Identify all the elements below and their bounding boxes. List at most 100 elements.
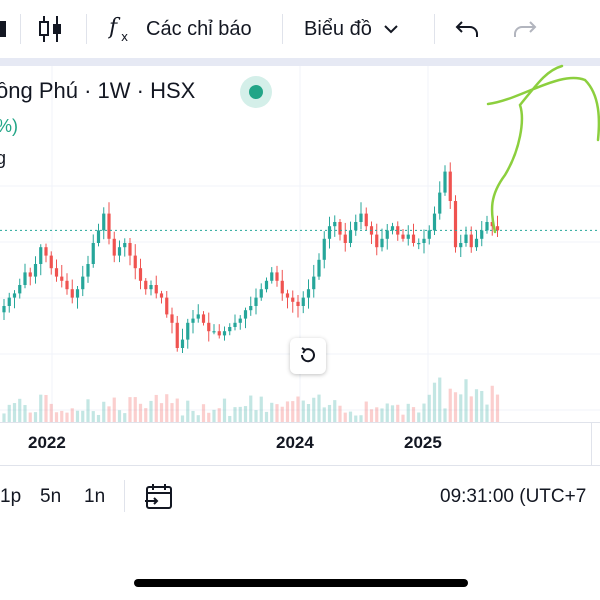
candle-body — [480, 230, 484, 239]
volume-bar — [390, 405, 395, 422]
volume-bar — [39, 394, 43, 422]
volume-bar — [123, 413, 127, 422]
candle-body — [417, 243, 421, 245]
function-icon: f x — [108, 14, 134, 44]
candle-body — [149, 285, 153, 290]
candle-body — [75, 289, 80, 298]
price-scale-edge — [591, 423, 592, 465]
volume-bar — [312, 397, 316, 422]
candle-body — [438, 192, 442, 214]
candle-body — [348, 230, 353, 243]
candle-body — [44, 247, 48, 256]
volume-bar — [159, 403, 164, 422]
candle-body — [12, 293, 17, 298]
candle-body — [264, 280, 269, 290]
candle-body — [401, 234, 405, 239]
candle-body — [285, 293, 290, 298]
toolbar-divider — [124, 480, 125, 512]
volume-bar — [285, 401, 290, 422]
volume-bar — [385, 403, 389, 422]
chevron-down-icon — [384, 24, 398, 34]
range-1p-button[interactable]: 1p — [0, 486, 22, 507]
candle-body — [159, 293, 164, 298]
year-label: 2025 — [404, 433, 442, 452]
indicators-button[interactable]: f x Các chỉ báo — [108, 0, 252, 58]
volume-bar — [65, 412, 69, 422]
toolbar-divider — [86, 14, 87, 44]
volume-bar — [217, 408, 221, 422]
volume-bar — [212, 409, 216, 422]
reset-chart-button[interactable] — [290, 338, 326, 374]
toolbar-separator — [0, 58, 600, 66]
candle-body — [280, 280, 284, 294]
candle-body — [474, 238, 479, 248]
candle-body — [469, 234, 473, 248]
year-label: 2024 — [276, 433, 314, 452]
candle-body — [485, 222, 489, 231]
candle-body — [249, 306, 253, 311]
volume-bar — [348, 411, 353, 422]
volume-bar — [364, 401, 368, 422]
volume-bar — [317, 394, 321, 422]
candle-body — [201, 314, 206, 323]
candle-body — [380, 238, 384, 248]
volume-bar — [264, 411, 269, 422]
candle-body — [33, 264, 38, 277]
volume-bar — [469, 396, 473, 422]
volume-bar — [417, 412, 421, 422]
candle-body — [196, 314, 200, 319]
candle-body — [422, 238, 426, 243]
toolbar-divider — [20, 14, 21, 44]
market-status-indicator — [240, 76, 272, 108]
volume-bar — [243, 406, 248, 422]
candle-body — [495, 226, 500, 231]
volume-bar — [2, 413, 6, 422]
undo-icon[interactable] — [454, 0, 480, 58]
candle-body — [154, 285, 158, 294]
candle-body — [112, 238, 116, 256]
candle-body — [60, 276, 64, 281]
volume-bar — [238, 406, 242, 422]
volume-bar — [249, 395, 253, 422]
candle-body — [65, 280, 69, 290]
volume-bar — [322, 407, 326, 422]
volume-bar — [117, 410, 122, 422]
clock-time: 09:31:00 (UTC+7 — [440, 486, 587, 507]
candlestick-icon[interactable] — [38, 0, 64, 58]
go-to-date-icon[interactable] — [144, 482, 174, 512]
chart-type-dropdown[interactable]: Biểu đồ — [304, 0, 398, 58]
candle-body — [138, 268, 143, 281]
range-1n-button[interactable]: 1n — [84, 486, 106, 507]
candle-body — [270, 272, 274, 281]
range-5n-button[interactable]: 5n — [40, 486, 62, 507]
volume-bar — [338, 405, 342, 422]
candle-body — [301, 297, 305, 306]
candle-body — [432, 213, 437, 231]
volume-bar — [149, 400, 153, 422]
volume-bar — [485, 404, 489, 422]
volume-bar — [333, 400, 337, 422]
volume-bar — [443, 408, 447, 422]
volume-bar — [459, 394, 463, 422]
volume-bar — [396, 404, 400, 422]
volume-bar — [7, 404, 11, 422]
time-axis[interactable]: 2022 2024 2025 — [0, 422, 600, 466]
status-dot — [249, 85, 263, 99]
candle-body — [18, 285, 22, 294]
candle-body — [312, 276, 316, 290]
candle-body — [243, 310, 248, 319]
candle-body — [354, 222, 358, 231]
volume-bar — [474, 389, 479, 422]
candle-body — [2, 306, 6, 313]
volume-bar — [343, 412, 347, 422]
volume-bar — [154, 394, 158, 422]
volume-bar — [81, 410, 85, 422]
volume-bar — [191, 410, 195, 422]
candle-body — [390, 226, 395, 231]
candle-body — [338, 222, 342, 235]
year-label: 2022 — [28, 433, 66, 452]
volume-bar — [107, 406, 111, 422]
volume-bar — [128, 397, 132, 422]
redo-icon[interactable] — [512, 0, 538, 58]
volume-bar — [301, 400, 305, 422]
